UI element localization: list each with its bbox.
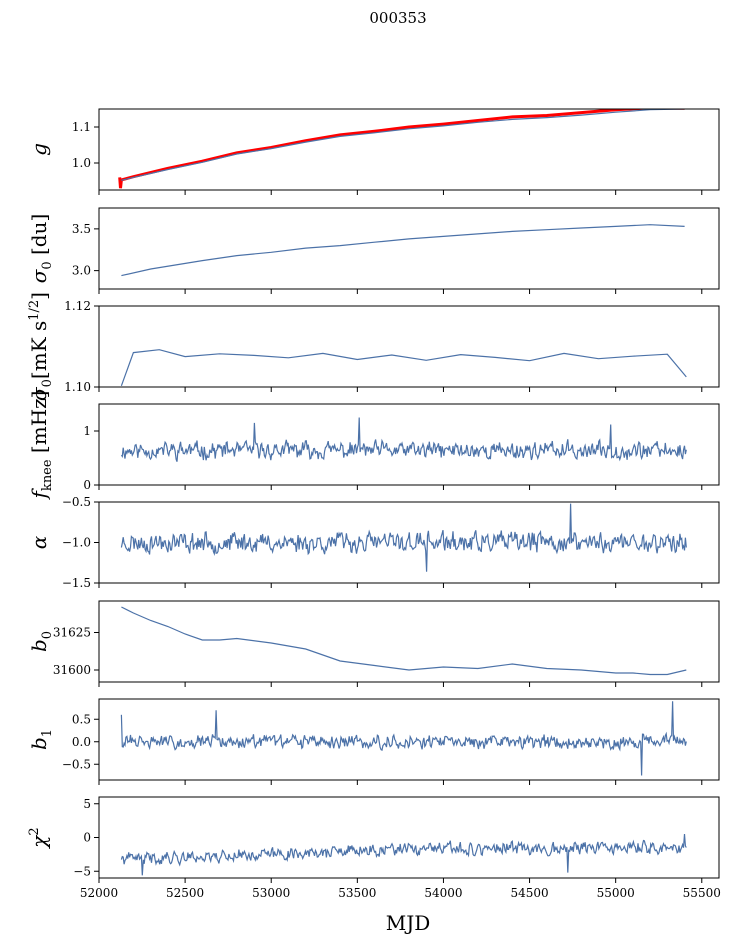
panel-3-ytick-label: 1.10 <box>64 380 91 394</box>
panel-7-axes-frame <box>98 698 720 781</box>
panel-8-ylabel: χ2 <box>27 827 51 849</box>
xtick-label: 55500 <box>683 886 721 900</box>
panel-1-series-line-2 <box>121 109 685 181</box>
panel-2-ylabel: σ0 [du] <box>27 214 55 284</box>
panel-7: −0.5 0.0 0.5 b1 <box>27 698 720 785</box>
panel-8-series-line-1 <box>120 834 687 876</box>
panel-5-ytick-label: −1.5 <box>62 576 91 590</box>
x-axis-label: MJD <box>386 911 431 935</box>
panel-7-series-line-1 <box>120 701 687 776</box>
panel-4-axes-frame <box>98 403 720 486</box>
panel-4: 0 1 fknee [mHz] <box>27 391 720 501</box>
xtick-label: 53500 <box>338 886 376 900</box>
panel-2: 3.0 3.5 σ0 [du] <box>27 207 720 294</box>
panel-1-ylabel: g <box>27 143 51 156</box>
xtick-label: 54500 <box>510 886 548 900</box>
xtick-label: 52000 <box>80 886 118 900</box>
panel-6-ylabel: b0 <box>27 631 55 652</box>
panel-7-ytick-label: −0.5 <box>62 757 91 771</box>
xtick-label: 55000 <box>597 886 635 900</box>
xtick-label: 54000 <box>424 886 462 900</box>
panel-3-ytick-label: 1.12 <box>64 299 91 313</box>
panel-1: 1.0 1.1 g <box>27 108 720 195</box>
panel-4-ylabel: fknee [mHz] <box>27 391 55 501</box>
panel-6-series-line-1 <box>121 606 687 676</box>
panel-1-series-line-1 <box>118 109 685 189</box>
panel-1-ytick-label: 1.1 <box>72 120 91 134</box>
panel-7-ytick-label: 0.5 <box>72 712 91 726</box>
panel-4-ytick-label: 1 <box>83 424 91 438</box>
panel-5-ytick-label: −1.0 <box>62 536 91 550</box>
panel-8: −5 0 5 52000 52500 53000 53500 54000 54500 55000 5… <box>27 796 721 900</box>
panel-1-ytick-label: 1.0 <box>72 156 91 170</box>
panel-2-ytick-label: 3.0 <box>72 264 91 278</box>
panel-8-ytick-label: 0 <box>83 831 91 845</box>
panel-4-ytick-label: 0 <box>83 478 91 492</box>
panel-2-series-line-1 <box>121 224 685 277</box>
xtick-label: 52500 <box>166 886 204 900</box>
panel-7-ytick-label: 0.0 <box>72 735 91 749</box>
panel-8-axes-frame <box>98 796 720 879</box>
panel-3-series-line-1 <box>120 349 687 387</box>
panel-3: 1.10 1.12 σ0[mK s1/2] <box>27 292 720 401</box>
panel-5-ylabel: α <box>27 535 51 549</box>
panel-7-ylabel: b1 <box>27 729 55 750</box>
panel-4-series-line-1 <box>120 417 687 462</box>
panel-3-axes-frame <box>98 305 720 388</box>
xtick-label: 53000 <box>252 886 290 900</box>
panel-8-ytick-label: 5 <box>83 797 91 811</box>
panel-2-axes-frame <box>98 207 720 290</box>
panel-5-ytick-label: −0.5 <box>62 495 91 509</box>
panel-6-ytick-label: 31625 <box>53 626 91 640</box>
panel-6-axes-frame <box>98 600 720 683</box>
panel-2-ytick-label: 3.5 <box>72 222 91 236</box>
panel-8-ytick-label: −5 <box>73 864 91 878</box>
panel-1-axes-frame <box>98 108 720 191</box>
panel-3-ylabel: σ0[mK s1/2] <box>27 292 55 401</box>
panel-5-series-line-1 <box>120 503 687 572</box>
panel-6-ytick-label: 31600 <box>53 663 91 677</box>
panel-5: −1.5 −1.0 −0.5 α <box>27 495 720 590</box>
figure-title: 000353 <box>369 9 426 27</box>
